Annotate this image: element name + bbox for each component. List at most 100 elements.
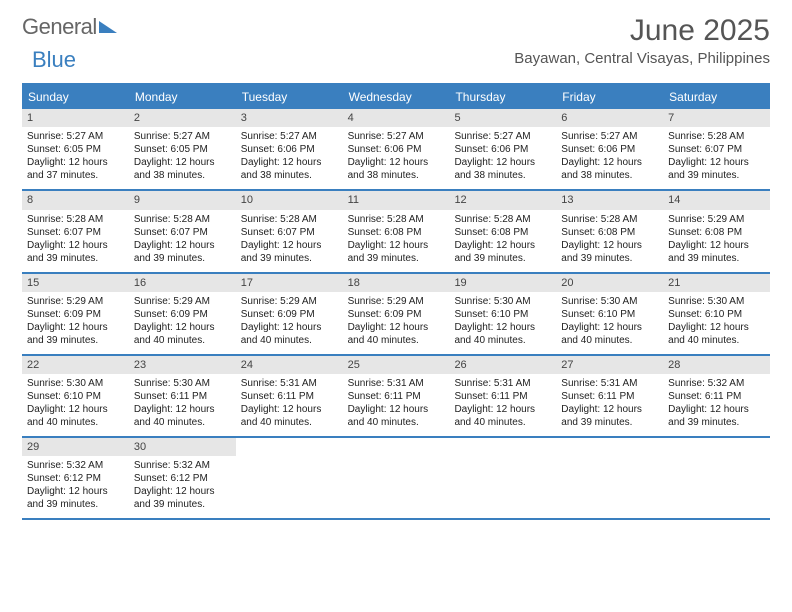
daylight-line: Daylight: 12 hours and 39 minutes.	[561, 403, 658, 429]
title-block: June 2025 Bayawan, Central Visayas, Phil…	[514, 14, 770, 67]
daylight-line: Daylight: 12 hours and 39 minutes.	[27, 485, 124, 511]
sunset-line: Sunset: 6:08 PM	[668, 226, 765, 239]
day-number: 26	[449, 356, 556, 374]
sunset-line: Sunset: 6:05 PM	[134, 143, 231, 156]
sunset-line: Sunset: 6:10 PM	[561, 308, 658, 321]
brand-part1: General	[22, 14, 97, 40]
daylight-line: Daylight: 12 hours and 39 minutes.	[348, 239, 445, 265]
calendar-day-cell: 8 Sunrise: 5:28 AMSunset: 6:07 PMDaylight…	[22, 191, 129, 271]
sunset-line: Sunset: 6:10 PM	[454, 308, 551, 321]
day-number: 15	[22, 274, 129, 292]
sunrise-line: Sunrise: 5:28 AM	[134, 213, 231, 226]
day-number: 18	[343, 274, 450, 292]
day-number: 28	[663, 356, 770, 374]
daylight-line: Daylight: 12 hours and 39 minutes.	[134, 239, 231, 265]
sunrise-line: Sunrise: 5:32 AM	[134, 459, 231, 472]
sunset-line: Sunset: 6:09 PM	[134, 308, 231, 321]
daylight-line: Daylight: 12 hours and 40 minutes.	[241, 321, 338, 347]
calendar-day-cell: 14Sunrise: 5:29 AMSunset: 6:08 PMDayligh…	[663, 191, 770, 271]
logo-triangle-icon	[99, 21, 117, 33]
daylight-line: Daylight: 12 hours and 40 minutes.	[348, 321, 445, 347]
calendar-week-row: 15Sunrise: 5:29 AMSunset: 6:09 PMDayligh…	[22, 274, 770, 356]
calendar-day-cell: 24Sunrise: 5:31 AMSunset: 6:11 PMDayligh…	[236, 356, 343, 436]
sunrise-line: Sunrise: 5:27 AM	[134, 130, 231, 143]
sunrise-line: Sunrise: 5:29 AM	[348, 295, 445, 308]
daylight-line: Daylight: 12 hours and 39 minutes.	[27, 239, 124, 265]
daylight-line: Daylight: 12 hours and 38 minutes.	[561, 156, 658, 182]
daylight-line: Daylight: 12 hours and 40 minutes.	[27, 403, 124, 429]
day-number: 20	[556, 274, 663, 292]
sunset-line: Sunset: 6:11 PM	[348, 390, 445, 403]
day-number: 21	[663, 274, 770, 292]
daylight-line: Daylight: 12 hours and 39 minutes.	[668, 239, 765, 265]
day-number: 25	[343, 356, 450, 374]
calendar-empty-cell	[556, 438, 663, 518]
sunrise-line: Sunrise: 5:31 AM	[454, 377, 551, 390]
calendar-empty-cell	[236, 438, 343, 518]
calendar-page: General June 2025 Bayawan, Central Visay…	[0, 0, 792, 534]
daylight-line: Daylight: 12 hours and 37 minutes.	[27, 156, 124, 182]
sunset-line: Sunset: 6:11 PM	[561, 390, 658, 403]
sunset-line: Sunset: 6:07 PM	[134, 226, 231, 239]
sunrise-line: Sunrise: 5:28 AM	[27, 213, 124, 226]
sunrise-line: Sunrise: 5:31 AM	[241, 377, 338, 390]
sunrise-line: Sunrise: 5:28 AM	[454, 213, 551, 226]
sunrise-line: Sunrise: 5:32 AM	[668, 377, 765, 390]
calendar-day-cell: 18Sunrise: 5:29 AMSunset: 6:09 PMDayligh…	[343, 274, 450, 354]
daylight-line: Daylight: 12 hours and 39 minutes.	[454, 239, 551, 265]
sunset-line: Sunset: 6:07 PM	[668, 143, 765, 156]
calendar-day-cell: 3Sunrise: 5:27 AMSunset: 6:06 PMDaylight…	[236, 109, 343, 189]
day-number: 22	[22, 356, 129, 374]
sunrise-line: Sunrise: 5:30 AM	[134, 377, 231, 390]
sunset-line: Sunset: 6:12 PM	[27, 472, 124, 485]
brand-logo: General	[22, 14, 117, 40]
daylight-line: Daylight: 12 hours and 39 minutes.	[668, 156, 765, 182]
day-header-row: Sunday Monday Tuesday Wednesday Thursday…	[22, 85, 770, 109]
calendar-day-cell: 4Sunrise: 5:27 AMSunset: 6:06 PMDaylight…	[343, 109, 450, 189]
day-number: 12	[449, 191, 556, 209]
day-header-cell: Monday	[129, 85, 236, 109]
sunset-line: Sunset: 6:11 PM	[668, 390, 765, 403]
calendar-day-cell: 1Sunrise: 5:27 AMSunset: 6:05 PMDaylight…	[22, 109, 129, 189]
day-number: 5	[449, 109, 556, 127]
daylight-line: Daylight: 12 hours and 39 minutes.	[27, 321, 124, 347]
day-number: 6	[556, 109, 663, 127]
calendar-day-cell: 10Sunrise: 5:28 AMSunset: 6:07 PMDayligh…	[236, 191, 343, 271]
sunrise-line: Sunrise: 5:32 AM	[27, 459, 124, 472]
calendar-day-cell: 25Sunrise: 5:31 AMSunset: 6:11 PMDayligh…	[343, 356, 450, 436]
day-number: 17	[236, 274, 343, 292]
day-number: 9	[129, 191, 236, 209]
sunset-line: Sunset: 6:09 PM	[27, 308, 124, 321]
day-header-cell: Sunday	[22, 85, 129, 109]
sunset-line: Sunset: 6:05 PM	[27, 143, 124, 156]
calendar-day-cell: 30Sunrise: 5:32 AMSunset: 6:12 PMDayligh…	[129, 438, 236, 518]
calendar-day-cell: 9 Sunrise: 5:28 AMSunset: 6:07 PMDaylight…	[129, 191, 236, 271]
sunrise-line: Sunrise: 5:27 AM	[561, 130, 658, 143]
calendar-week-row: 22Sunrise: 5:30 AMSunset: 6:10 PMDayligh…	[22, 356, 770, 438]
sunrise-line: Sunrise: 5:30 AM	[561, 295, 658, 308]
sunrise-line: Sunrise: 5:29 AM	[134, 295, 231, 308]
day-header-cell: Thursday	[449, 85, 556, 109]
day-header-cell: Tuesday	[236, 85, 343, 109]
day-number: 10	[236, 191, 343, 209]
sunset-line: Sunset: 6:11 PM	[241, 390, 338, 403]
daylight-line: Daylight: 12 hours and 40 minutes.	[134, 403, 231, 429]
sunset-line: Sunset: 6:11 PM	[454, 390, 551, 403]
day-number: 24	[236, 356, 343, 374]
calendar-empty-cell	[343, 438, 450, 518]
sunrise-line: Sunrise: 5:30 AM	[27, 377, 124, 390]
day-number: 8	[22, 191, 129, 209]
calendar-day-cell: 17Sunrise: 5:29 AMSunset: 6:09 PMDayligh…	[236, 274, 343, 354]
sunset-line: Sunset: 6:11 PM	[134, 390, 231, 403]
calendar-day-cell: 12Sunrise: 5:28 AMSunset: 6:08 PMDayligh…	[449, 191, 556, 271]
daylight-line: Daylight: 12 hours and 40 minutes.	[454, 321, 551, 347]
day-number: 3	[236, 109, 343, 127]
daylight-line: Daylight: 12 hours and 39 minutes.	[561, 239, 658, 265]
sunrise-line: Sunrise: 5:31 AM	[561, 377, 658, 390]
sunset-line: Sunset: 6:12 PM	[134, 472, 231, 485]
sunrise-line: Sunrise: 5:28 AM	[668, 130, 765, 143]
daylight-line: Daylight: 12 hours and 38 minutes.	[454, 156, 551, 182]
sunset-line: Sunset: 6:07 PM	[27, 226, 124, 239]
calendar-day-cell: 29Sunrise: 5:32 AMSunset: 6:12 PMDayligh…	[22, 438, 129, 518]
day-header-cell: Friday	[556, 85, 663, 109]
